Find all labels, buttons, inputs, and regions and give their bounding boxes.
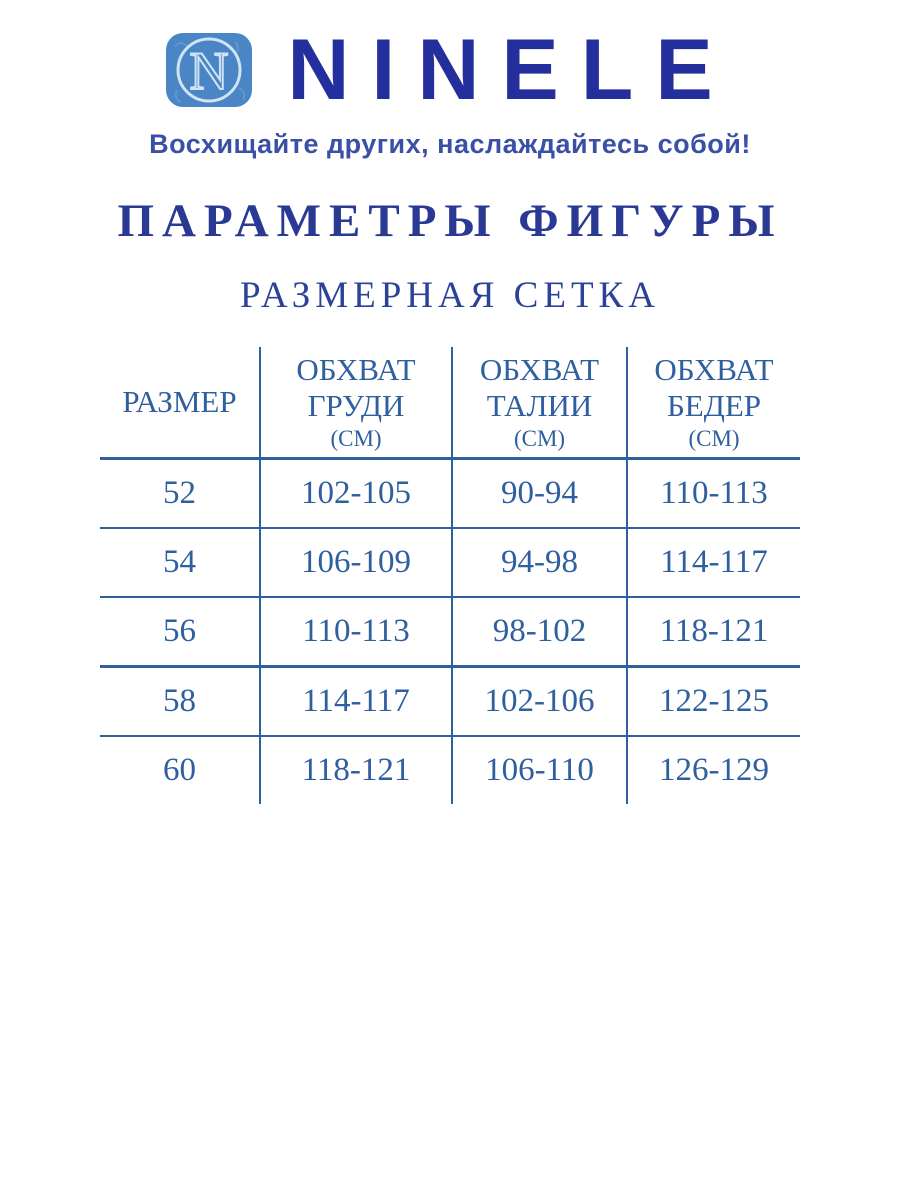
header-unit: (СМ) — [330, 425, 382, 451]
size-cell: 58 — [100, 666, 261, 737]
waist-cell: 102-106 — [452, 666, 628, 737]
header-unit: (СМ) — [688, 425, 740, 451]
size-cell: 60 — [100, 736, 261, 804]
hips-cell: 114-117 — [627, 528, 800, 598]
header-waist: ОБХВАТ ТАЛИИ (СМ) — [452, 347, 628, 460]
brand-wordmark: NINELE — [287, 22, 735, 118]
header-line: РАЗМЕР — [122, 384, 237, 420]
chest-cell: 114-117 — [260, 666, 453, 737]
brand-tagline: Восхищайте других, наслаждайтесь собой! — [149, 129, 751, 159]
waist-cell: 98-102 — [452, 597, 628, 668]
header-line: ОБХВАТ — [654, 351, 774, 387]
page-title: ПАРАМЕТРЫ ФИГУРЫ — [117, 195, 783, 247]
brand-logo-icon: N — [166, 33, 253, 107]
table-row: 60 118-121 106-110 126-129 — [100, 736, 800, 804]
header-size: РАЗМЕР — [100, 347, 261, 460]
size-cell: 54 — [100, 528, 261, 598]
size-cell: 52 — [100, 458, 261, 529]
header-line: ОБХВАТ — [296, 351, 416, 387]
header-line: ОБХВАТ — [479, 351, 600, 387]
chest-cell: 102-105 — [260, 458, 453, 529]
table-row: 56 110-113 98-102 118-121 — [100, 597, 800, 668]
hips-cell: 122-125 — [627, 666, 800, 737]
table-row: 54 106-109 94-98 114-117 — [100, 528, 800, 598]
page-subtitle: РАЗМЕРНАЯ СЕТКА — [240, 275, 660, 316]
hips-cell: 110-113 — [627, 458, 800, 529]
header-line: БЕДЕР — [666, 387, 762, 423]
waist-cell: 90-94 — [452, 458, 628, 529]
hips-cell: 118-121 — [627, 597, 800, 668]
chest-cell: 118-121 — [260, 736, 453, 804]
hips-cell: 126-129 — [659, 752, 769, 788]
chest-cell: 106-109 — [260, 528, 453, 598]
header-chest: ОБХВАТ ГРУДИ (СМ) — [260, 347, 453, 460]
waist-cell: 94-98 — [452, 528, 628, 598]
header-unit: (СМ) — [513, 425, 566, 451]
header-line: ТАЛИИ — [486, 387, 593, 423]
table-row: 52 102-105 90-94 110-113 — [100, 458, 800, 529]
logo-letter: N — [190, 41, 229, 101]
table-header-row: РАЗМЕР ОБХВАТ ГРУДИ (СМ) ОБХВАТ ТАЛИИ (С… — [100, 347, 800, 460]
size-cell: 56 — [100, 597, 261, 668]
table-row: 58 114-117 102-106 122-125 — [100, 666, 800, 737]
header-line: ГРУДИ — [307, 387, 405, 423]
size-table: РАЗМЕР ОБХВАТ ГРУДИ (СМ) ОБХВАТ ТАЛИИ (С… — [100, 347, 800, 804]
brand-header: N NINELE — [0, 0, 900, 116]
waist-cell: 106-110 — [452, 736, 628, 804]
header-hips: ОБХВАТ БЕДЕР (СМ) — [627, 347, 800, 460]
chest-cell: 110-113 — [260, 597, 453, 668]
